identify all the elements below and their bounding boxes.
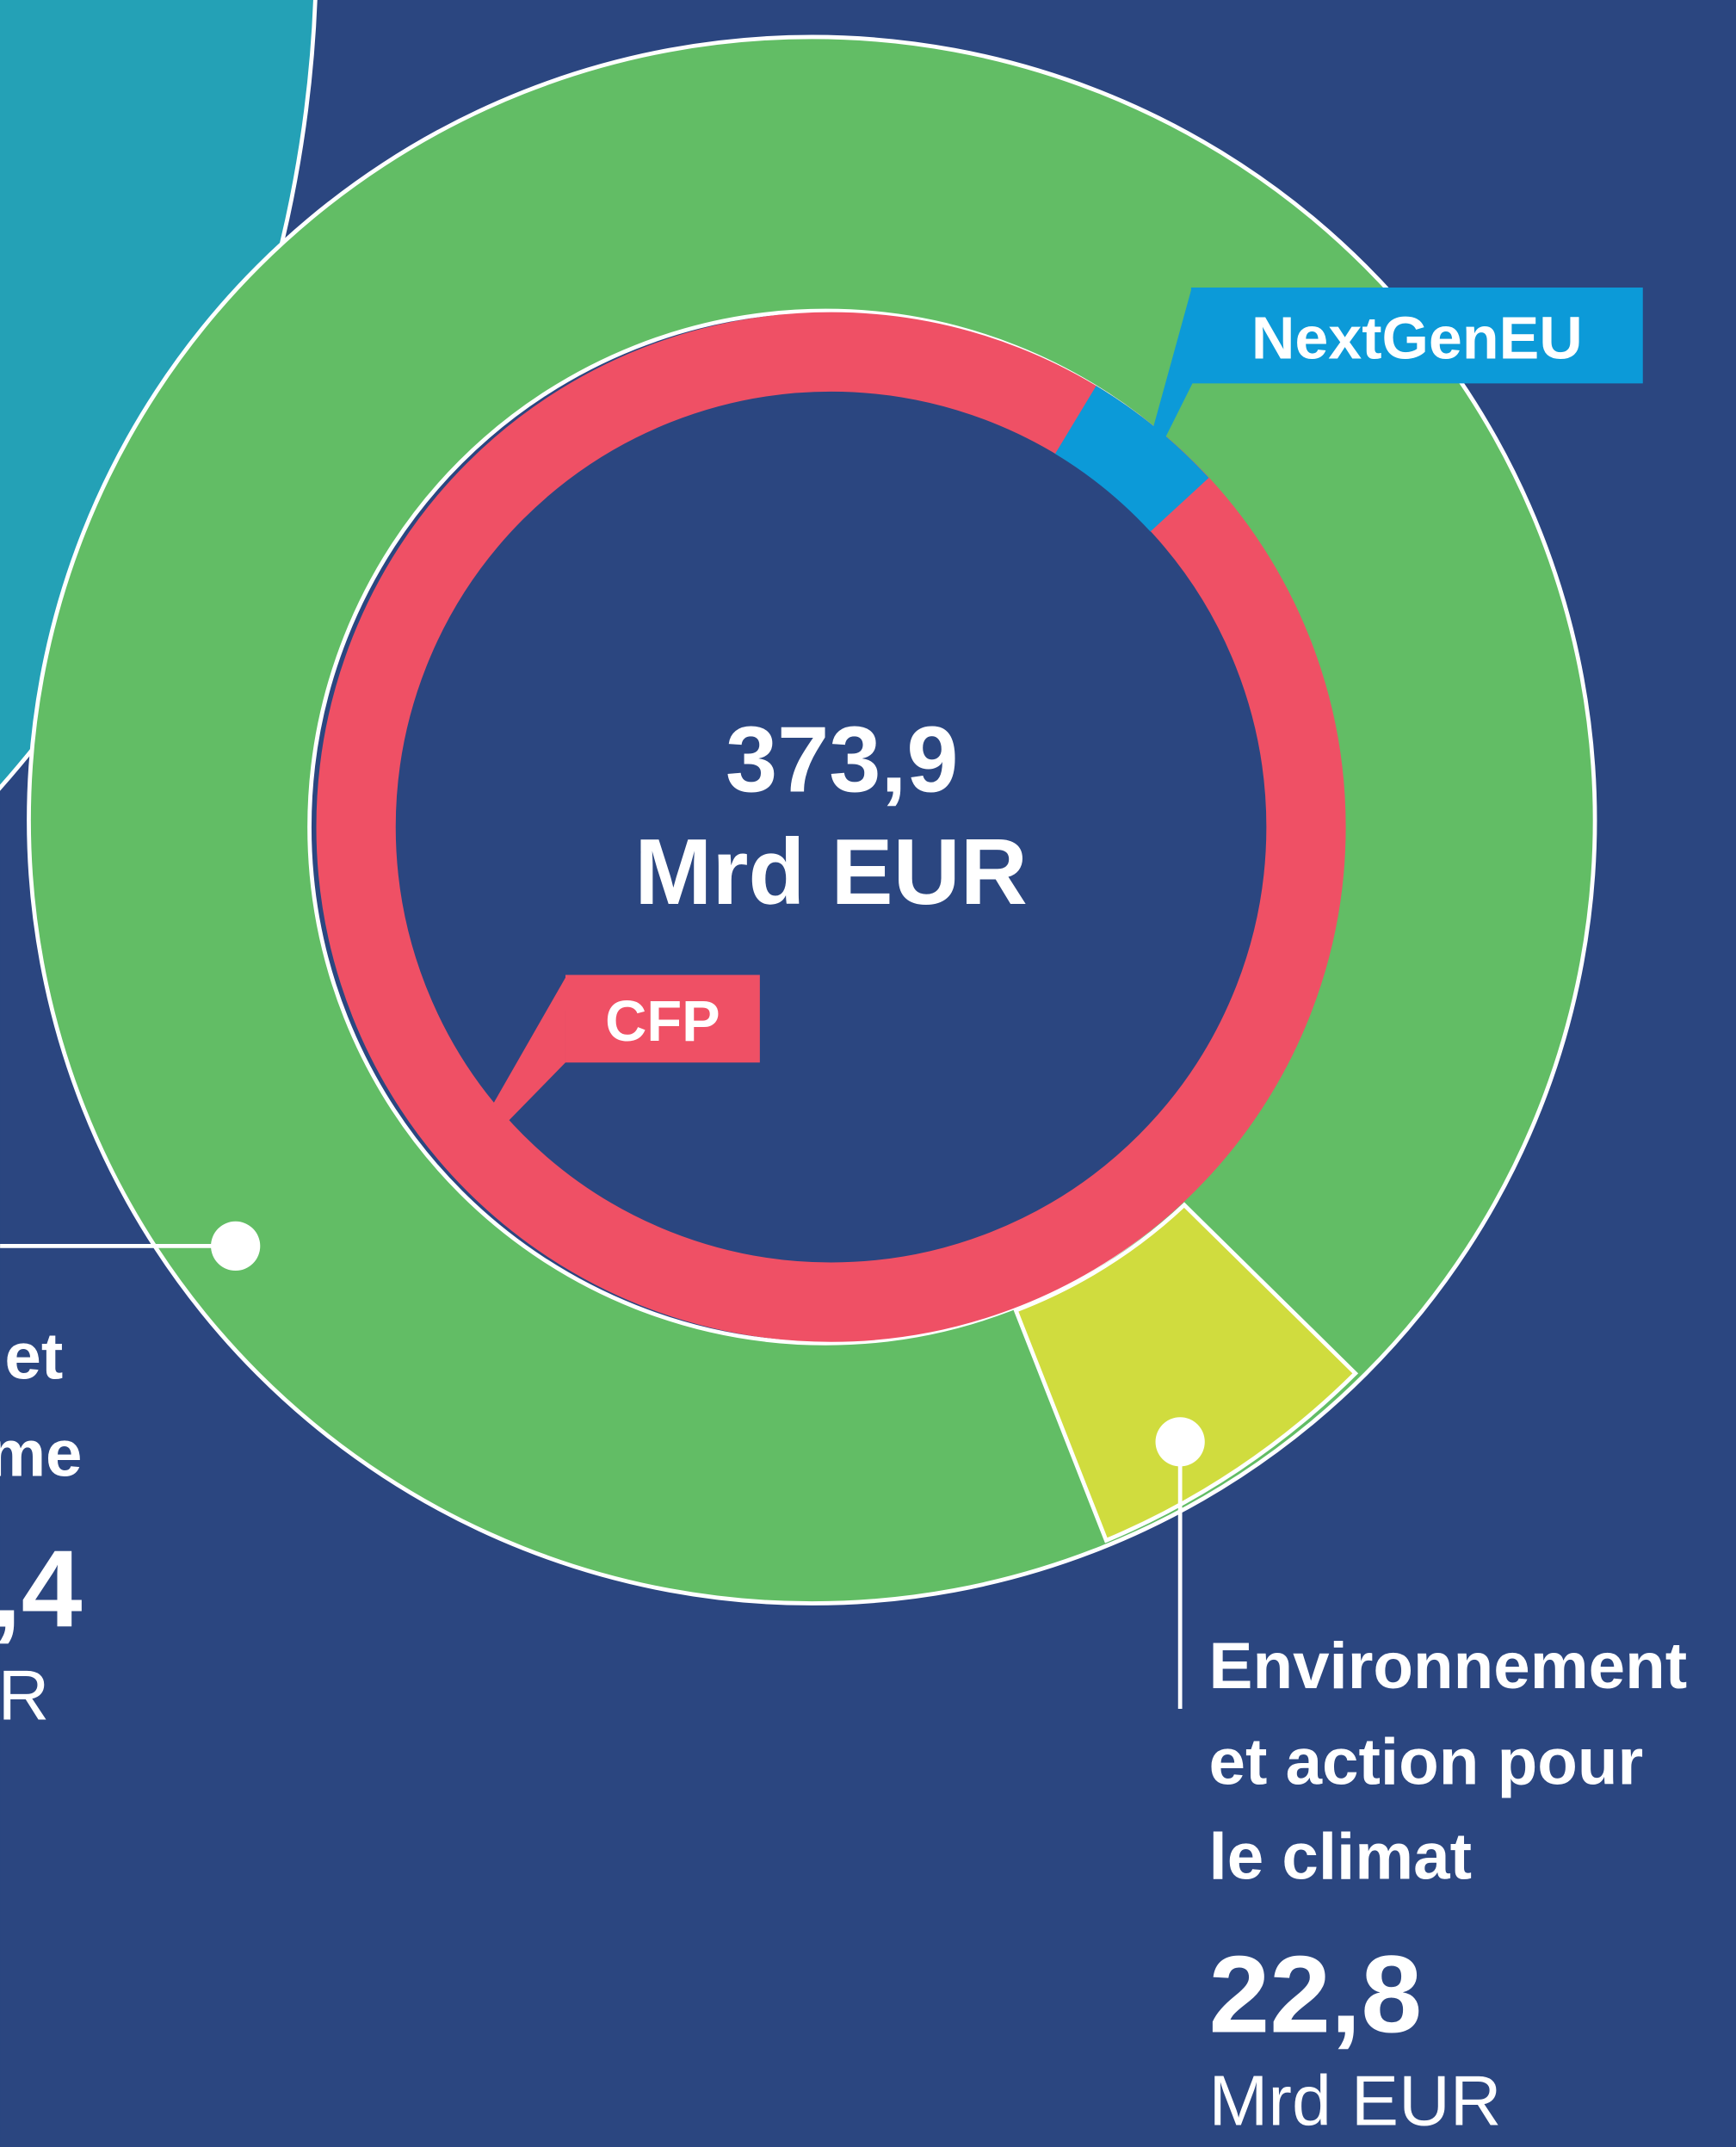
callout-text: et <box>4 1321 63 1394</box>
nextgeneu-label-box <box>1190 288 1643 384</box>
nextgeneu-segment <box>1054 386 1209 533</box>
callout-unit: R <box>0 1655 49 1736</box>
callout-text: Environnement <box>1209 1630 1688 1703</box>
callout-text: et action pour <box>1209 1726 1644 1799</box>
callout-text: le climat <box>1209 1820 1472 1893</box>
nextgeneu-label: NextGenEU <box>1251 305 1583 372</box>
callout-value: 22,8 <box>1209 1933 1423 2055</box>
callout-text: me <box>0 1418 83 1491</box>
cfp-label-box <box>565 975 760 1063</box>
cfp-label: CFP <box>605 990 720 1054</box>
center-unit: Mrd EUR <box>634 820 1028 924</box>
cfp-ring <box>316 312 1346 1342</box>
callout-unit: Mrd EUR <box>1209 2061 1502 2141</box>
callout-value: ,4 <box>0 1528 83 1650</box>
callout-dot <box>211 1221 261 1271</box>
climate-segment <box>1013 1202 1359 1544</box>
callout-dot <box>1155 1417 1205 1467</box>
center-value: 373,9 <box>726 707 959 811</box>
cfp-pointer <box>490 977 565 1123</box>
